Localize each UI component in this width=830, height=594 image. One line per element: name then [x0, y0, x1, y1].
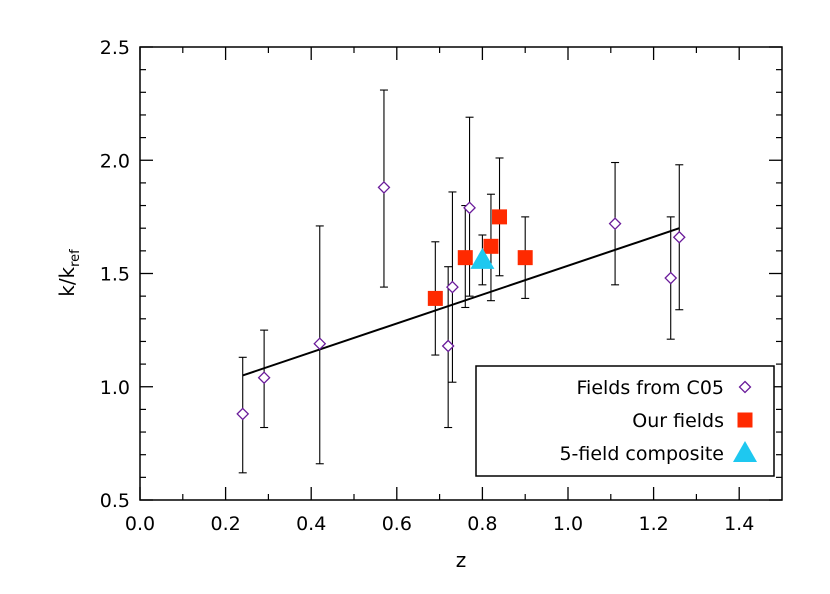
y-tick-label-3: 2.0	[100, 150, 130, 172]
legend-label-1: Our fields	[632, 410, 724, 432]
legend-marker-1	[737, 412, 753, 428]
legend-markers	[733, 380, 757, 462]
x-tick-label-6: 1.2	[638, 513, 668, 535]
legend-label-0: Fields from C05	[577, 377, 725, 399]
x-tick-label-3: 0.6	[382, 513, 412, 535]
y-axis-label-sub: ref	[68, 249, 83, 267]
fit-line	[242, 227, 680, 377]
data-point-0-8	[664, 271, 678, 285]
x-tick-label-0: 0.0	[125, 513, 155, 535]
x-tick-labels: 0.0 0.2 0.4 0.6 0.8 1.0 1.2 1.4	[125, 513, 754, 535]
data-point-0-6	[463, 201, 476, 215]
y-tick-label-4: 2.5	[100, 37, 130, 59]
axis-ticks	[139, 46, 782, 501]
y-axis-label: k/kref	[55, 249, 83, 297]
data-point-0-9	[672, 230, 686, 244]
legend-marker-2	[733, 441, 757, 462]
legend-box	[475, 365, 775, 477]
data-point-1-3	[492, 209, 508, 225]
x-axis-label: z	[456, 548, 467, 572]
fit-line-layer	[242, 227, 680, 377]
y-tick-label-0: 0.5	[100, 490, 130, 512]
data-point-0-1	[257, 371, 271, 385]
y-tick-label-1: 1.0	[100, 377, 130, 399]
data-point-0-3	[377, 181, 391, 194]
x-tick-label-5: 1.0	[553, 513, 583, 535]
data-point-1-4	[517, 250, 533, 266]
data-point-0-2	[313, 337, 327, 351]
x-tick-label-7: 1.4	[724, 513, 754, 535]
data-point-0-7	[608, 217, 622, 231]
legend-marker-0	[738, 380, 752, 394]
data-markers	[236, 181, 686, 421]
x-tick-label-4: 0.8	[467, 513, 497, 535]
y-tick-labels: 0.5 1.0 1.5 2.0 2.5	[100, 37, 130, 512]
legend-label-2: 5-field composite	[559, 443, 724, 465]
legend: Fields from C05 Our fields 5-field compo…	[475, 365, 775, 477]
x-tick-label-2: 0.4	[296, 513, 326, 535]
data-point-1-1	[457, 250, 473, 266]
data-point-2-0	[470, 247, 495, 269]
data-point-1-2	[483, 238, 499, 254]
data-point-0-0	[236, 407, 250, 421]
y-axis-label-base: k/k	[55, 266, 79, 296]
data-point-0-5	[446, 280, 459, 294]
data-point-0-4	[441, 339, 455, 353]
x-tick-label-1: 0.2	[210, 513, 240, 535]
data-point-1-0	[427, 290, 443, 306]
y-tick-label-2: 1.5	[100, 264, 130, 286]
